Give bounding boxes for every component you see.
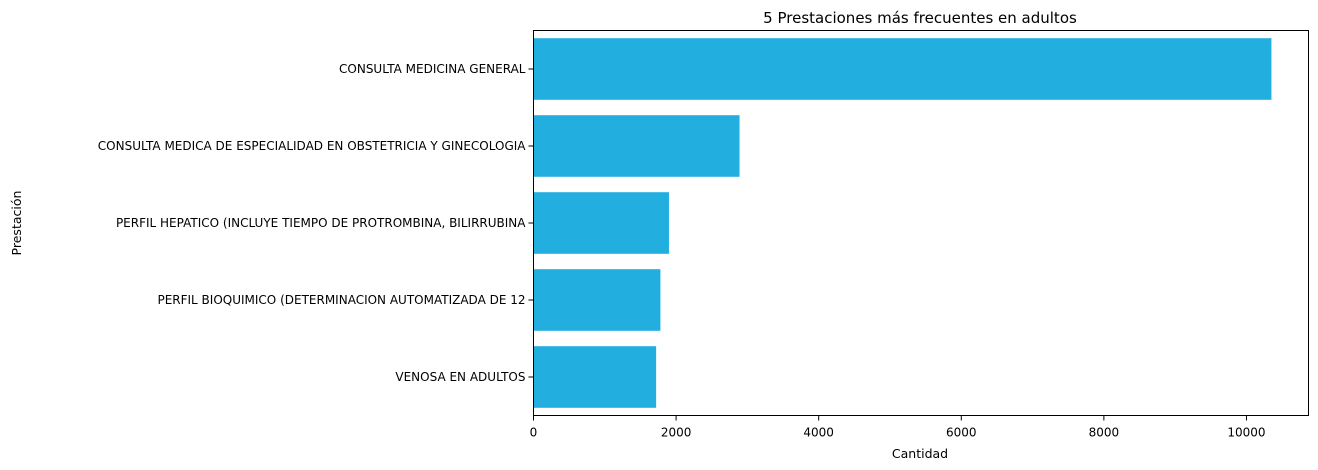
- x-tick-label: 8000: [1089, 426, 1120, 440]
- bar-1: [533, 38, 1272, 100]
- bar-4: [533, 269, 661, 331]
- y-tick-label: PERFIL BIOQUIMICO (DETERMINACION AUTOMAT…: [157, 293, 525, 307]
- bars-group: [533, 38, 1272, 408]
- x-tick-label: 2000: [661, 426, 692, 440]
- y-tick-label: PERFIL HEPATICO (INCLUYE TIEMPO DE PROTR…: [116, 216, 526, 230]
- x-tick-label: 0: [530, 426, 538, 440]
- x-axis-ticks: 0 2000 4000 6000 8000 10000: [530, 415, 1266, 440]
- chart-title: 5 Prestaciones más frecuentes en adultos: [763, 9, 1077, 27]
- y-axis-ticks: CONSULTA MEDICINA GENERAL CONSULTA MEDICA…: [98, 62, 534, 384]
- bar-5: [533, 346, 657, 408]
- y-tick-label: VENOSA EN ADULTOS: [395, 370, 525, 384]
- x-axis-label: Cantidad: [892, 446, 948, 461]
- plot-frame: [533, 30, 1309, 416]
- x-tick-label: 6000: [946, 426, 977, 440]
- x-tick-label: 10000: [1227, 426, 1265, 440]
- y-axis-label: Prestación: [9, 191, 24, 256]
- bar-3: [533, 192, 669, 254]
- bar-2: [533, 115, 740, 177]
- y-tick-label: CONSULTA MEDICA DE ESPECIALIDAD EN OBSTE…: [98, 139, 526, 153]
- y-tick-label: CONSULTA MEDICINA GENERAL: [339, 62, 526, 76]
- x-tick-label: 4000: [803, 426, 834, 440]
